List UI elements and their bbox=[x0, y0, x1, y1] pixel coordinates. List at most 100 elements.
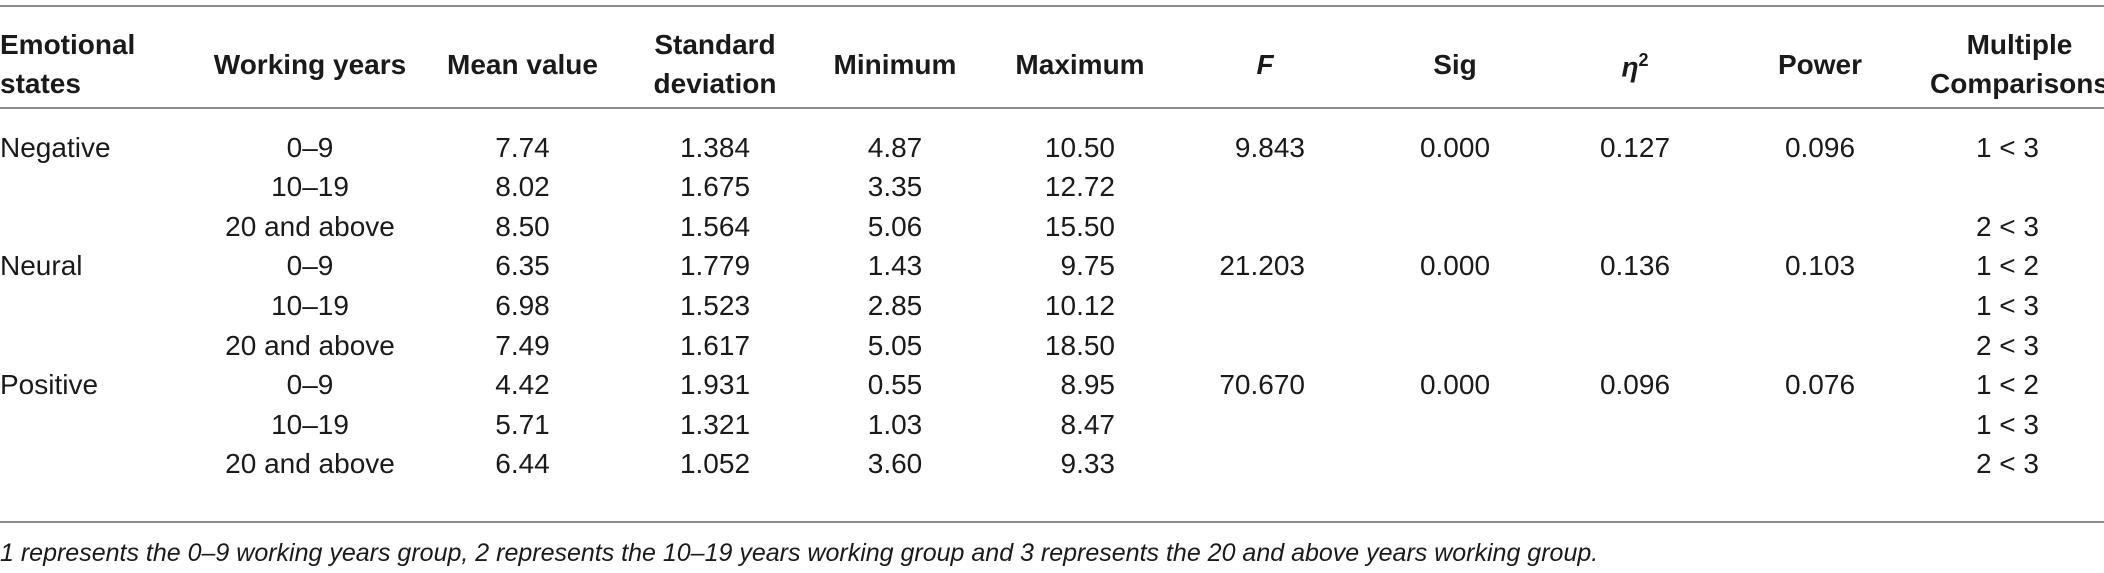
cell-minimum: 5.06 bbox=[867, 210, 923, 242]
cell-sig: 0.000 bbox=[1419, 250, 1491, 282]
cell-f bbox=[1170, 326, 1305, 365]
cell-maximum: 15.50 bbox=[1044, 210, 1115, 242]
cell-eta-squared bbox=[1560, 167, 1710, 206]
cell-eta-squared bbox=[1560, 286, 1710, 325]
cell-sig bbox=[1380, 405, 1530, 444]
cell-emotional-state bbox=[0, 326, 160, 365]
cell-f bbox=[1170, 405, 1305, 444]
cell-emotional-state: Positive bbox=[0, 369, 99, 401]
header-standard-deviation: Standard deviation bbox=[653, 29, 777, 99]
cell-mean-value: 8.02 bbox=[495, 171, 550, 203]
cell-power bbox=[1745, 444, 1895, 483]
cell-minimum: 3.35 bbox=[867, 171, 923, 203]
cell-power bbox=[1745, 286, 1895, 325]
cell-eta-squared bbox=[1560, 326, 1710, 365]
cell-maximum: 8.95 bbox=[1060, 369, 1116, 401]
cell-emotional-state: Negative bbox=[0, 131, 111, 163]
cell-eta-squared: 0.136 bbox=[1599, 250, 1671, 282]
cell-sig bbox=[1380, 286, 1530, 325]
cell-working-years: 10–19 bbox=[271, 408, 349, 440]
cell-maximum: 9.75 bbox=[1060, 250, 1116, 282]
header-minimum: Minimum bbox=[833, 48, 957, 80]
cell-eta-squared bbox=[1560, 405, 1710, 444]
cell-mean-value: 4.42 bbox=[495, 369, 550, 401]
cell-standard-deviation: 1.564 bbox=[679, 210, 751, 242]
cell-f bbox=[1170, 167, 1305, 206]
cell-standard-deviation: 1.384 bbox=[679, 131, 751, 163]
cell-working-years: 20 and above bbox=[225, 329, 395, 361]
cell-power: 0.076 bbox=[1784, 369, 1856, 401]
header-maximum: Maximum bbox=[1015, 48, 1145, 80]
cell-sig bbox=[1380, 326, 1530, 365]
cell-mean-value: 6.44 bbox=[495, 448, 550, 480]
cell-sig: 0.000 bbox=[1419, 131, 1491, 163]
cell-standard-deviation: 1.779 bbox=[679, 250, 751, 282]
cell-emotional-state bbox=[0, 286, 160, 325]
cell-working-years: 0–9 bbox=[286, 131, 334, 163]
cell-mean-value: 7.49 bbox=[495, 329, 550, 361]
header-f: F bbox=[1256, 48, 1274, 80]
cell-minimum: 1.03 bbox=[867, 408, 923, 440]
cell-sig bbox=[1380, 207, 1530, 246]
cell-standard-deviation: 1.675 bbox=[679, 171, 751, 203]
cell-emotional-state: Neural bbox=[0, 250, 83, 282]
cell-working-years: 0–9 bbox=[286, 369, 334, 401]
cell-working-years: 20 and above bbox=[225, 210, 395, 242]
cell-emotional-state bbox=[0, 444, 160, 483]
header-emotional-states: Emotional states bbox=[0, 29, 136, 99]
cell-eta-squared: 0.096 bbox=[1599, 369, 1671, 401]
cell-mean-value: 6.35 bbox=[495, 250, 550, 282]
cell-power bbox=[1745, 405, 1895, 444]
cell-power bbox=[1745, 326, 1895, 365]
cell-power: 0.096 bbox=[1784, 131, 1856, 163]
cell-power: 0.103 bbox=[1784, 250, 1856, 282]
cell-eta-squared bbox=[1560, 207, 1710, 246]
cell-minimum: 4.87 bbox=[867, 131, 923, 163]
cell-mean-value: 6.98 bbox=[495, 289, 550, 321]
cell-standard-deviation: 1.052 bbox=[679, 448, 751, 480]
header-sig: Sig bbox=[1433, 48, 1477, 80]
cell-working-years: 10–19 bbox=[271, 289, 349, 321]
cell-mean-value: 5.71 bbox=[495, 408, 550, 440]
header-bottom-rule bbox=[0, 107, 2104, 109]
cell-emotional-state bbox=[0, 167, 160, 206]
cell-standard-deviation: 1.617 bbox=[679, 329, 751, 361]
cell-working-years: 0–9 bbox=[286, 250, 334, 282]
cell-sig bbox=[1380, 444, 1530, 483]
cell-multiple-comparisons: 1 < 2 bbox=[1975, 369, 2039, 401]
cell-multiple-comparisons: 1 < 3 bbox=[1975, 131, 2039, 163]
cell-f: 9.843 bbox=[1234, 131, 1305, 163]
cell-standard-deviation: 1.321 bbox=[679, 408, 751, 440]
cell-multiple-comparisons bbox=[1935, 167, 2039, 206]
cell-minimum: 3.60 bbox=[867, 448, 923, 480]
cell-f bbox=[1170, 444, 1305, 483]
cell-multiple-comparisons: 1 < 3 bbox=[1975, 289, 2039, 321]
cell-sig bbox=[1380, 167, 1530, 206]
table-top-rule bbox=[0, 5, 2104, 7]
cell-minimum: 1.43 bbox=[867, 250, 923, 282]
cell-maximum: 10.50 bbox=[1044, 131, 1115, 163]
cell-multiple-comparisons: 2 < 3 bbox=[1975, 210, 2039, 242]
header-power: Power bbox=[1777, 48, 1863, 80]
cell-multiple-comparisons: 1 < 2 bbox=[1975, 250, 2039, 282]
cell-power bbox=[1745, 167, 1895, 206]
cell-maximum: 18.50 bbox=[1044, 329, 1115, 361]
cell-mean-value: 8.50 bbox=[495, 210, 550, 242]
table-footnote: 1 represents the 0–9 working years group… bbox=[0, 539, 1599, 567]
cell-emotional-state bbox=[0, 405, 160, 444]
cell-f: 70.670 bbox=[1219, 369, 1305, 401]
header-mean-value: Mean value bbox=[447, 48, 598, 80]
cell-working-years: 10–19 bbox=[271, 171, 349, 203]
cell-minimum: 0.55 bbox=[867, 369, 923, 401]
cell-emotional-state bbox=[0, 207, 160, 246]
cell-sig: 0.000 bbox=[1419, 369, 1491, 401]
cell-multiple-comparisons: 2 < 3 bbox=[1975, 329, 2039, 361]
cell-eta-squared bbox=[1560, 444, 1710, 483]
header-working-years: Working years bbox=[213, 48, 407, 80]
cell-maximum: 9.33 bbox=[1060, 448, 1116, 480]
cell-maximum: 8.47 bbox=[1060, 408, 1116, 440]
cell-working-years: 20 and above bbox=[225, 448, 395, 480]
cell-maximum: 12.72 bbox=[1044, 171, 1115, 203]
cell-mean-value: 7.74 bbox=[495, 131, 550, 163]
cell-minimum: 5.05 bbox=[867, 329, 923, 361]
